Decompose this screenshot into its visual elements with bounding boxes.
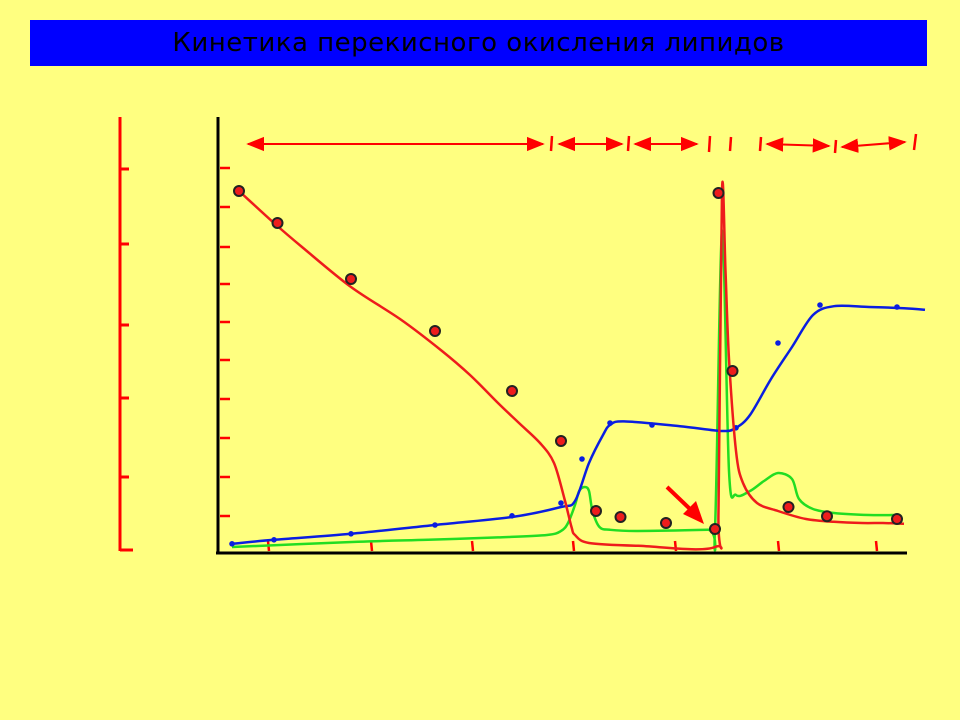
data-point-blue <box>348 531 354 537</box>
data-point-blue <box>649 422 655 428</box>
data-point-blue <box>817 302 823 308</box>
data-point-red <box>726 365 739 377</box>
range-arrow <box>765 137 831 153</box>
axes <box>216 117 907 555</box>
range-separator <box>912 133 918 151</box>
x-tick <box>470 540 475 552</box>
data-point-blue <box>579 456 585 462</box>
series-line-green <box>231 229 898 552</box>
range-separator <box>626 135 631 152</box>
series-line-blue <box>231 304 926 546</box>
range-arrow <box>840 136 907 153</box>
marker-arrow-shaft <box>665 485 693 512</box>
data-point-red <box>709 523 721 535</box>
data-point-red <box>506 385 518 397</box>
marker-arrow <box>665 485 704 524</box>
range-arrows <box>246 133 918 154</box>
range-separators <box>549 133 918 154</box>
data-point-blue <box>509 513 515 519</box>
series-layer <box>229 180 926 552</box>
data-point-red <box>821 510 833 523</box>
series-red <box>233 180 905 551</box>
data-point-red <box>555 435 567 447</box>
series-line-red <box>238 180 905 551</box>
title-bar: Кинетика перекисного окисления липидов <box>30 20 927 66</box>
data-point-red <box>660 517 672 529</box>
left-scale <box>118 117 133 552</box>
x-tick <box>776 540 781 552</box>
data-point-red <box>782 501 795 513</box>
chart-title: Кинетика перекисного окисления липидов <box>172 28 785 58</box>
data-point-red <box>712 187 725 199</box>
data-point-red <box>614 511 627 523</box>
range-separator <box>549 135 554 152</box>
x-axis-ticks <box>266 540 879 552</box>
data-point-red <box>429 325 441 337</box>
range-separator <box>707 135 712 153</box>
data-point-red <box>271 217 284 229</box>
data-point-red <box>345 273 357 285</box>
series-green <box>231 229 898 552</box>
range-separator <box>758 136 763 152</box>
data-point-blue <box>432 522 438 528</box>
x-tick <box>874 540 879 552</box>
x-tick <box>369 540 374 552</box>
data-point-blue <box>229 541 235 547</box>
data-point-red <box>891 513 903 525</box>
data-point-blue <box>558 500 564 506</box>
data-point-blue <box>271 537 277 543</box>
data-point-blue <box>607 420 613 426</box>
data-point-red <box>590 505 602 517</box>
y-axis-ticks <box>220 166 230 518</box>
data-point-blue <box>894 304 900 310</box>
range-separator <box>728 136 733 152</box>
range-separator <box>833 139 838 154</box>
x-tick <box>571 540 576 552</box>
data-point-blue <box>775 340 781 346</box>
data-point-red <box>233 185 245 197</box>
marker-arrow-head <box>683 501 704 524</box>
